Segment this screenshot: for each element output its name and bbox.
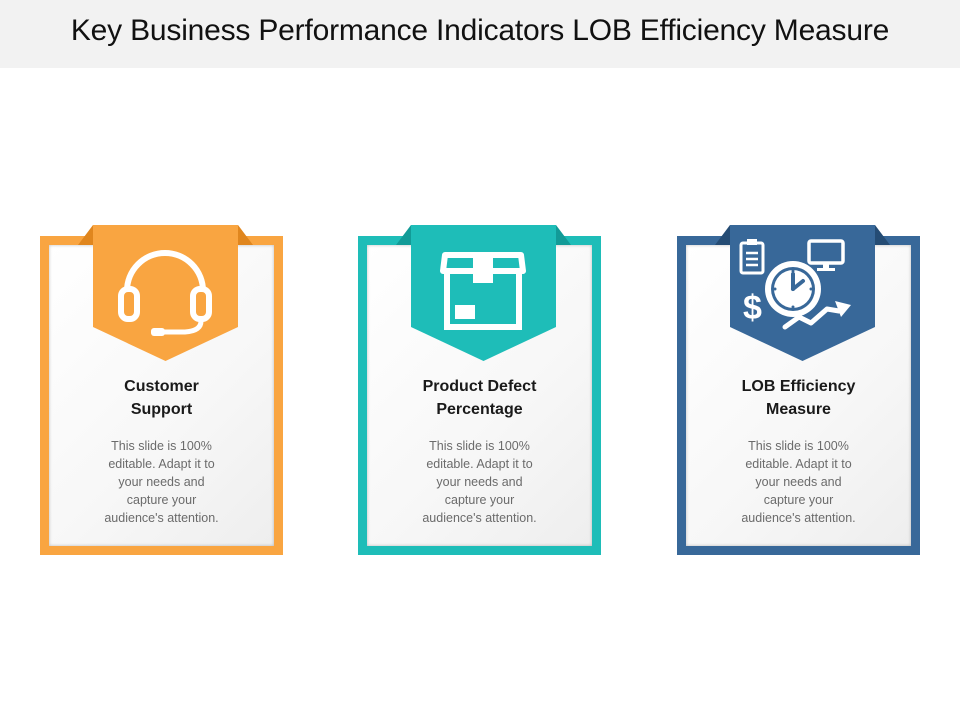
card-title-line: Percentage bbox=[436, 401, 523, 418]
desc-line: This slide is 100% bbox=[748, 439, 849, 453]
desc-line: This slide is 100% bbox=[111, 439, 212, 453]
ribbon-lob-efficiency: $ bbox=[715, 225, 890, 363]
desc-line: editable. Adapt it to bbox=[745, 457, 852, 471]
desc-line: editable. Adapt it to bbox=[108, 457, 215, 471]
box-icon bbox=[440, 252, 526, 330]
card-title-line: Measure bbox=[766, 401, 831, 418]
card-title-line: LOB Efficiency bbox=[741, 378, 856, 395]
card-title-line: Customer bbox=[124, 378, 199, 395]
desc-line: capture your bbox=[126, 493, 197, 507]
ribbon-customer-support bbox=[78, 225, 253, 363]
desc-line: audience's attention. bbox=[741, 511, 856, 525]
desc-line: capture your bbox=[763, 493, 834, 507]
card-title-line: Product Defect bbox=[422, 378, 537, 395]
ribbon-product-defect bbox=[396, 225, 571, 363]
desc-line: editable. Adapt it to bbox=[426, 457, 533, 471]
card-title: LOB Efficiency Measure bbox=[677, 375, 920, 421]
svg-text:$: $ bbox=[743, 289, 762, 327]
slide-title: Key Business Performance Indicators LOB … bbox=[70, 14, 890, 47]
headset-icon bbox=[118, 250, 212, 336]
card-title-line: Support bbox=[130, 401, 193, 418]
efficiency-icon: $ bbox=[739, 239, 851, 330]
card-description: This slide is 100% editable. Adapt it to… bbox=[358, 437, 601, 527]
card-description: This slide is 100% editable. Adapt it to… bbox=[40, 437, 283, 527]
desc-line: capture your bbox=[444, 493, 515, 507]
title-bar bbox=[0, 0, 960, 68]
desc-line: your needs and bbox=[118, 475, 205, 489]
card-description: This slide is 100% editable. Adapt it to… bbox=[677, 437, 920, 527]
desc-line: your needs and bbox=[436, 475, 523, 489]
desc-line: This slide is 100% bbox=[429, 439, 530, 453]
desc-line: your needs and bbox=[755, 475, 842, 489]
desc-line: audience's attention. bbox=[422, 511, 537, 525]
desc-line: audience's attention. bbox=[104, 511, 219, 525]
card-title: Product Defect Percentage bbox=[358, 375, 601, 421]
card-title: Customer Support bbox=[40, 375, 283, 421]
